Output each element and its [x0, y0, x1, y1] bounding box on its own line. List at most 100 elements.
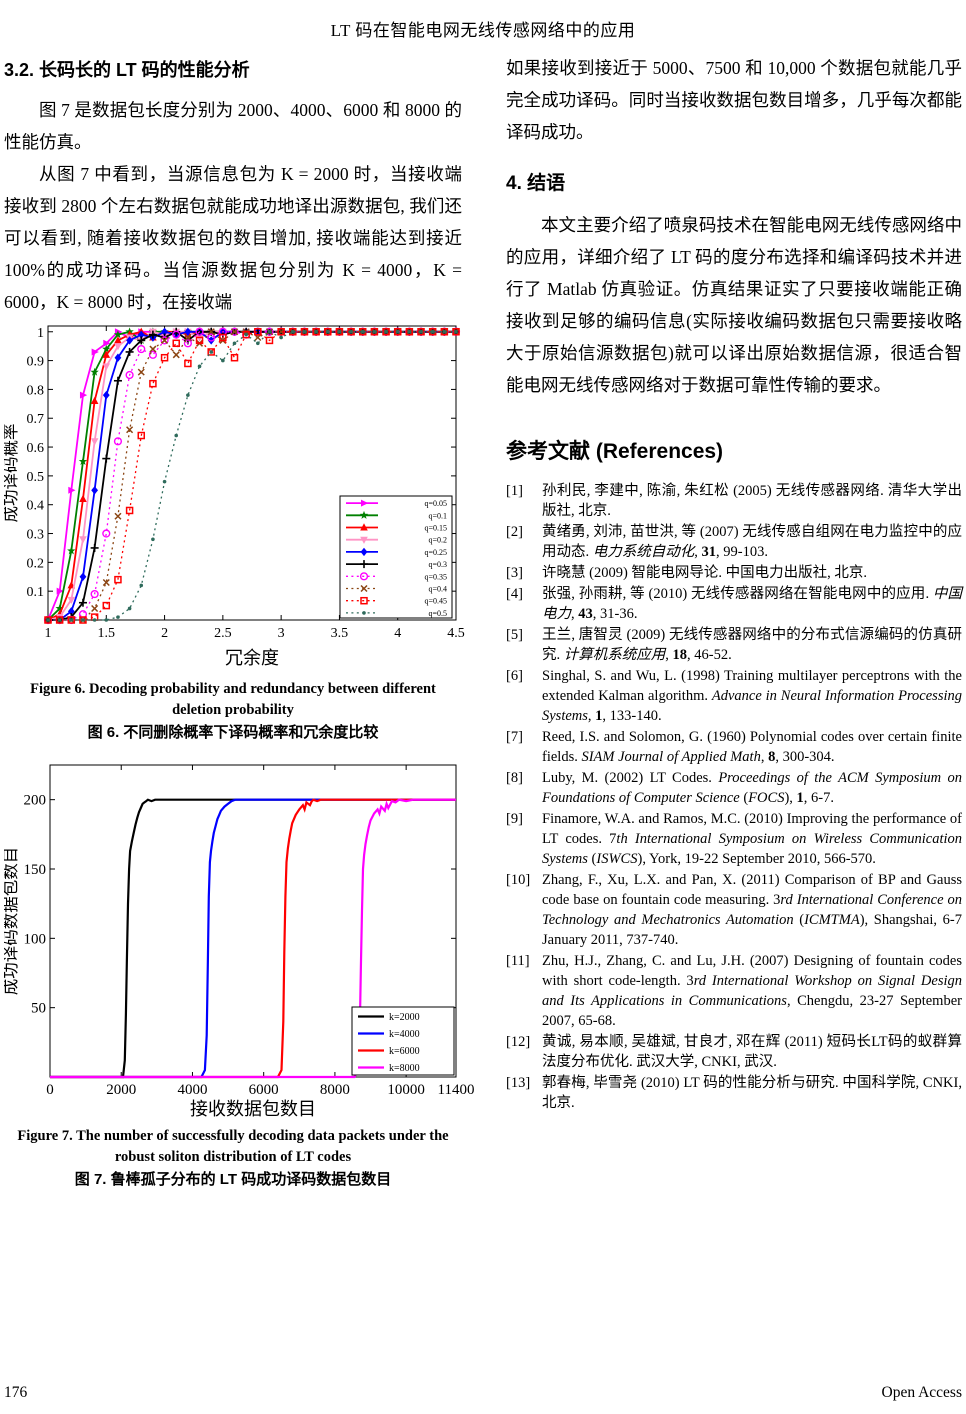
reference-number: [3] [506, 565, 523, 581]
left-paragraph-2: 从图 7 中看到，当源信息包为 K = 2000 时，当接收端接收到 2800 … [4, 164, 462, 312]
reference-item: [5] 王兰, 唐智灵 (2009) 无线传感器网络中的分布式信源编码的仿真研究.… [506, 625, 962, 665]
reference-item: [8] Luby, M. (2002) LT Codes. Proceedings… [506, 768, 962, 808]
page-number: 176 [4, 1384, 28, 1401]
reference-number: [11] [506, 953, 530, 969]
reference-text: 黄绪勇, 刘沛, 苗世洪, 等 (2007) 无线传感自组网在电力监控中的应用动… [542, 524, 962, 560]
svg-text:0.4: 0.4 [27, 499, 45, 514]
reference-text: Zhu, H.J., Zhang, C. and Lu, J.H. (2007)… [542, 953, 962, 1029]
section-3-2-heading: 3.2. 长码长的 LT 码的性能分析 [4, 60, 250, 80]
figure6-caption-en: Figure 6. Decoding probability and redun… [30, 681, 436, 718]
svg-text:q=0.35: q=0.35 [424, 572, 447, 581]
reference-number: [13] [506, 1075, 531, 1091]
svg-text:0.9: 0.9 [27, 355, 45, 370]
svg-text:1: 1 [37, 326, 44, 341]
reference-text: 张强, 孙雨耕, 等 (2010) 无线传感器网络在智能电网中的应用. 中国电力… [542, 586, 962, 622]
reference-item: [4] 张强, 孙雨耕, 等 (2010) 无线传感器网络在智能电网中的应用. 中… [506, 584, 962, 624]
reference-list: [1] 孙利民, 李建中, 陈渝, 朱红松 (2005) 无线传感器网络. 清华大… [506, 481, 962, 1113]
svg-text:0.1: 0.1 [27, 585, 45, 600]
reference-number: [6] [506, 668, 523, 684]
reference-item: [7] Reed, I.S. and Solomon, G. (1960) Pol… [506, 727, 962, 767]
svg-text:q=0.4: q=0.4 [428, 585, 447, 594]
figure6: 1 1.5 2 2.5 3 3.5 4 4.5 0.1 0.2 0.3 0.4 0.5 0.6 0.7 0.8… [1, 320, 465, 743]
svg-text:0.8: 0.8 [27, 383, 45, 398]
reference-item: [6] Singhal, S. and Wu, L. (1998) Trainin… [506, 666, 962, 726]
figure7-caption-en: Figure 7. The number of successfully dec… [17, 1128, 449, 1165]
figure7-caption-zh: 图 7. 鲁棒孤子分布的 LT 码成功译码数据包数目 [74, 1171, 392, 1188]
svg-text:2000: 2000 [106, 1082, 136, 1098]
svg-text:q=0.45: q=0.45 [424, 597, 447, 606]
figure7: 0 2000 4000 6000 8000 10000 11400 50 100 150 200 接收… [1, 757, 474, 1190]
svg-text:100: 100 [24, 931, 47, 947]
reference-number: [5] [506, 627, 523, 643]
svg-text:冗余度: 冗余度 [225, 648, 279, 668]
svg-text:0.6: 0.6 [27, 441, 45, 456]
svg-text:k=8000: k=8000 [389, 1063, 420, 1074]
figure6-plot: 1 1.5 2 2.5 3 3.5 4 4.5 0.1 0.2 0.3 0.4 0.5 0.6 0.7 0.8… [1, 325, 465, 668]
svg-text:4.5: 4.5 [447, 626, 465, 641]
svg-text:8000: 8000 [320, 1082, 350, 1098]
right-column: 如果接收到接近于 5000、7500 和 10,000 个数据包就能几乎完全成功… [506, 52, 962, 1114]
svg-text:10000: 10000 [387, 1082, 425, 1098]
reference-number: [4] [506, 586, 523, 602]
svg-text:1.5: 1.5 [98, 626, 116, 641]
reference-number: [7] [506, 729, 523, 745]
svg-text:3: 3 [278, 626, 285, 641]
open-access-label: Open Access [881, 1384, 963, 1401]
reference-text: Reed, I.S. and Solomon, G. (1960) Polyno… [542, 729, 962, 765]
svg-text:0.7: 0.7 [27, 412, 45, 427]
reference-item: [11] Zhu, H.J., Zhang, C. and Lu, J.H. (2… [506, 951, 962, 1031]
svg-text:0.3: 0.3 [27, 528, 45, 543]
reference-number: [8] [506, 770, 523, 786]
svg-text:0.2: 0.2 [27, 556, 45, 571]
section-4-heading: 4. 结语 [506, 173, 566, 194]
reference-item: [1] 孙利民, 李建中, 陈渝, 朱红松 (2005) 无线传感器网络. 清华大… [506, 481, 962, 521]
svg-text:2.5: 2.5 [214, 626, 232, 641]
svg-text:1: 1 [45, 626, 52, 641]
reference-number: [2] [506, 524, 523, 540]
svg-text:0: 0 [46, 1082, 54, 1098]
reference-item: [2] 黄绪勇, 刘沛, 苗世洪, 等 (2007) 无线传感自组网在电力监控中的… [506, 522, 962, 562]
svg-text:接收数据包数目: 接收数据包数目 [190, 1099, 316, 1119]
reference-number: [1] [506, 483, 523, 499]
figure6-caption-zh: 图 6. 不同删除概率下译码概率和冗余度比较 [87, 724, 379, 741]
svg-text:q=0.2: q=0.2 [428, 536, 447, 545]
reference-item: [12] 黄诚, 易本顺, 吴雄斌, 甘良才, 邓在辉 (2011) 短码长LT码… [506, 1032, 962, 1072]
reference-text: 王兰, 唐智灵 (2009) 无线传感器网络中的分布式信源编码的仿真研究. 计算… [542, 627, 962, 663]
svg-text:11400: 11400 [438, 1082, 474, 1098]
reference-text: Zhang, F., Xu, L.X. and Pan, X. (2011) C… [542, 872, 962, 948]
left-paragraph-1: 图 7 是数据包长度分别为 2000、4000、6000 和 8000 的性能仿… [4, 100, 462, 152]
reference-text: 黄诚, 易本顺, 吴雄斌, 甘良才, 邓在辉 (2011) 短码长LT码的蚁群算… [542, 1034, 962, 1070]
svg-text:q=0.15: q=0.15 [424, 524, 447, 533]
svg-text:4000: 4000 [177, 1082, 207, 1098]
reference-item: [10] Zhang, F., Xu, L.X. and Pan, X. (201… [506, 870, 962, 950]
svg-text:q=0.3: q=0.3 [428, 560, 447, 569]
svg-text:4: 4 [394, 626, 401, 641]
svg-text:q=0.5: q=0.5 [428, 609, 447, 618]
reference-text: 许晓慧 (2009) 智能电网导论. 中国电力出版社, 北京. [542, 565, 868, 581]
running-head-title: LT 码在智能电网无线传感网络中的应用 [330, 21, 636, 40]
section-4-paragraph: 本文主要介绍了喷泉码技术在智能电网无线传感网络中的应用，详细介绍了 LT 码的度… [506, 215, 962, 395]
reference-item: [9] Finamore, W.A. and Ramos, M.C. (2010)… [506, 809, 962, 869]
right-paragraph-continuation: 如果接收到接近于 5000、7500 和 10,000 个数据包就能几乎完全成功… [506, 58, 962, 142]
svg-text:0.5: 0.5 [27, 470, 45, 485]
svg-text:200: 200 [24, 793, 47, 809]
reference-text: 孙利民, 李建中, 陈渝, 朱红松 (2005) 无线传感器网络. 清华大学出版… [542, 483, 962, 519]
svg-text:3.5: 3.5 [331, 626, 349, 641]
reference-text: Singhal, S. and Wu, L. (1998) Training m… [542, 668, 962, 724]
svg-text:q=0.1: q=0.1 [428, 511, 447, 520]
svg-text:q=0.05: q=0.05 [424, 499, 447, 508]
reference-number: [12] [506, 1034, 531, 1050]
svg-text:2: 2 [161, 626, 168, 641]
reference-text: Luby, M. (2002) LT Codes. Proceedings of… [542, 770, 962, 806]
reference-item: [3] 许晓慧 (2009) 智能电网导论. 中国电力出版社, 北京. [506, 563, 962, 583]
svg-text:q=0.25: q=0.25 [424, 548, 447, 557]
reference-text: 郭春梅, 毕雪尧 (2010) LT 码的性能分析与研究. 中国科学院, CNK… [542, 1075, 962, 1111]
svg-text:50: 50 [31, 1001, 46, 1017]
figure7-plot: 0 2000 4000 6000 8000 10000 11400 50 100 150 200 接收… [1, 764, 474, 1119]
svg-text:成功译码概率: 成功译码概率 [4, 424, 20, 523]
svg-text:k=4000: k=4000 [389, 1029, 420, 1040]
left-column: 3.2. 长码长的 LT 码的性能分析 图 7 是数据包长度分别为 2000、4… [1, 52, 474, 1190]
references-heading: 参考文献 (References) [506, 440, 724, 463]
reference-item: [13] 郭春梅, 毕雪尧 (2010) LT 码的性能分析与研究. 中国科学院,… [506, 1073, 962, 1113]
